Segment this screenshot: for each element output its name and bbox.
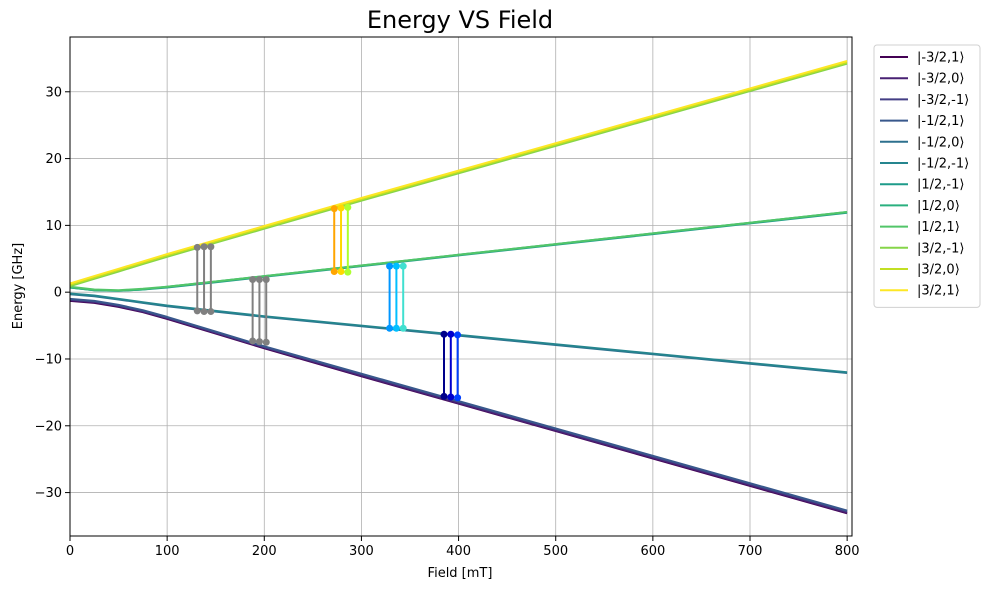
y-axis-ticks: −30 −20 −10 0 10 20 30 [35, 85, 70, 501]
series-line-5 [69, 292, 848, 374]
legend-label: |1/2,1⟩ [917, 220, 960, 235]
x-tick-label: 400 [446, 544, 471, 559]
transition-point-lower [255, 338, 263, 346]
legend-label: |-3/2,-1⟩ [917, 93, 969, 108]
x-tick-label: 800 [835, 544, 860, 559]
series-line-11 [69, 60, 848, 285]
transition-point-upper [337, 204, 345, 212]
chart-title: Energy VS Field [367, 6, 553, 34]
transition-point-upper [330, 205, 338, 213]
y-tick-label: 20 [45, 152, 62, 167]
transition-point-lower [207, 308, 215, 316]
transition-point-lower [262, 338, 270, 346]
series-line-8 [69, 211, 848, 292]
plot-frame [69, 36, 853, 537]
transition-point-upper [262, 275, 270, 283]
x-axis-label: Field [mT] [428, 566, 493, 581]
y-tick-label: 10 [45, 219, 62, 234]
transition-point-upper [454, 331, 462, 339]
legend-label: |-1/2,1⟩ [917, 114, 964, 129]
transition-point-upper [207, 243, 215, 251]
series-line-10 [69, 61, 848, 286]
legend-label: |-1/2,-1⟩ [917, 157, 969, 172]
y-tick-label: 0 [54, 286, 62, 301]
x-tick-label: 100 [155, 544, 180, 559]
transition-point-lower [447, 393, 455, 401]
legend-label: |1/2,-1⟩ [917, 178, 964, 193]
transition-point-lower [330, 267, 338, 275]
legend-label: |-3/2,1⟩ [917, 51, 964, 66]
series-line-9 [69, 62, 848, 288]
series-line-3 [69, 297, 848, 512]
legend-label: |1/2,0⟩ [917, 199, 960, 214]
transition-point-lower [440, 392, 448, 400]
transition-point-upper [392, 262, 400, 270]
transition-point-lower [386, 324, 394, 332]
legend: |-3/2,1⟩ |-3/2,0⟩ |-3/2,-1⟩ |-1/2,1⟩ |-1/2,0… [873, 44, 981, 308]
y-tick-label: −30 [35, 486, 62, 501]
transition-point-lower [337, 267, 345, 275]
transition-point-upper [399, 262, 407, 270]
x-tick-label: 0 [66, 544, 74, 559]
transition-point-upper [249, 275, 257, 283]
transition-point-lower [193, 307, 201, 315]
transition-point-lower [454, 394, 462, 402]
x-tick-label: 600 [640, 544, 665, 559]
legend-frame [873, 44, 981, 308]
legend-label: |3/2,-1⟩ [917, 241, 964, 256]
transition-point-upper [344, 203, 352, 211]
y-tick-label: −10 [35, 352, 62, 367]
x-tick-label: 700 [738, 544, 763, 559]
transition-point-upper [193, 243, 201, 251]
grid [69, 37, 852, 536]
transition-point-lower [399, 324, 407, 332]
transition-markers [193, 203, 462, 402]
legend-label: |3/2,0⟩ [917, 263, 960, 278]
transition-point-upper [255, 275, 263, 283]
transition-point-lower [392, 324, 400, 332]
legend-label: |3/2,1⟩ [917, 284, 960, 299]
transition-point-upper [200, 243, 208, 251]
y-tick-label: −20 [35, 419, 62, 434]
transition-point-lower [344, 268, 352, 276]
x-tick-label: 500 [543, 544, 568, 559]
legend-label: |-3/2,0⟩ [917, 72, 964, 87]
transition-point-upper [440, 330, 448, 338]
transition-point-lower [200, 308, 208, 316]
x-axis-ticks: 0 100 200 300 400 500 600 700 800 [66, 536, 860, 559]
y-tick-label: 30 [45, 85, 62, 100]
plot-lines [69, 60, 848, 515]
y-axis-label: Energy [GHz] [11, 243, 26, 329]
legend-label: |-1/2,0⟩ [917, 135, 964, 150]
transition-point-lower [249, 337, 257, 345]
transition-point-upper [447, 330, 455, 338]
transition-point-upper [386, 262, 394, 270]
x-tick-label: 200 [252, 544, 277, 559]
x-tick-label: 300 [349, 544, 374, 559]
